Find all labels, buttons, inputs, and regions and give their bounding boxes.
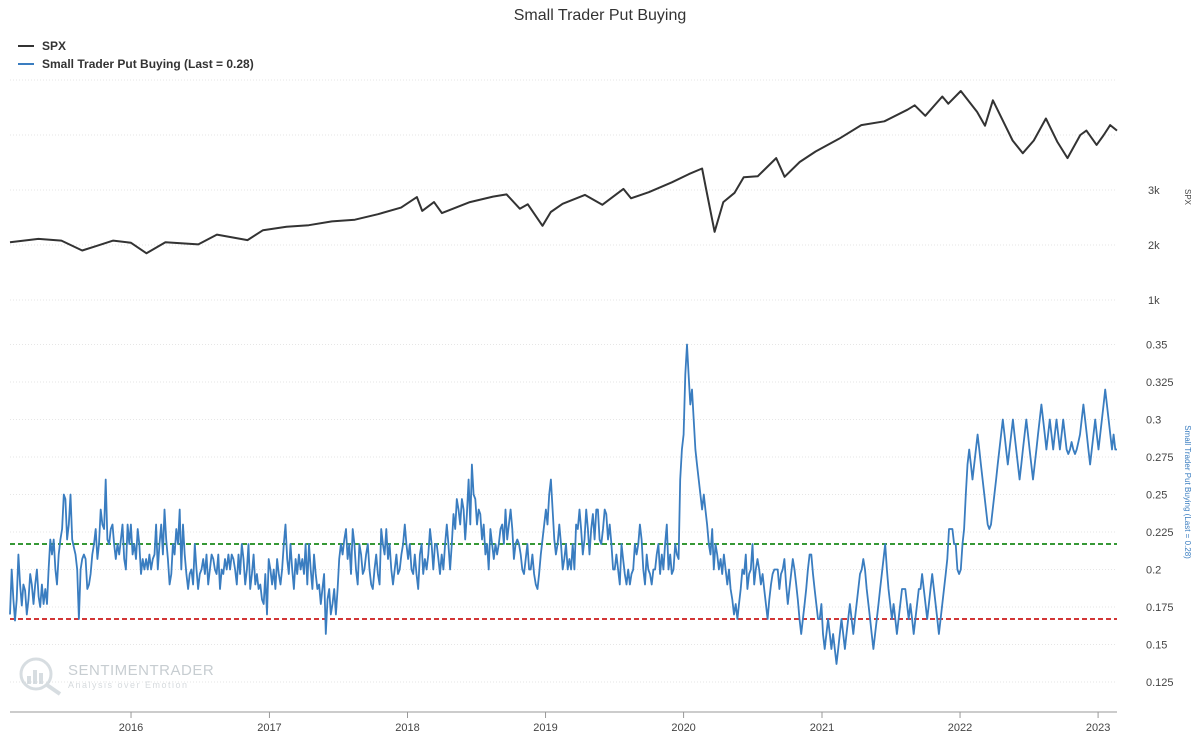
put-buying-series-line <box>9 343 1117 665</box>
put-axis-label: Small Trader Put Buying (Last = 0.28) <box>1183 425 1192 559</box>
legend-label-spx: SPX <box>42 39 67 53</box>
chart-title: Small Trader Put Buying <box>513 7 687 24</box>
put-tick-label: 0.325 <box>1146 377 1174 389</box>
put-tick-label: 0.125 <box>1146 677 1174 689</box>
sentimentrader-watermark: SENTIMENTRADER Analysis over Emotion <box>16 656 214 696</box>
x-tick-label: 2022 <box>948 722 972 734</box>
put-tick-label: 0.25 <box>1146 490 1167 502</box>
put-tick-label: 0.2 <box>1146 565 1161 577</box>
watermark-line1: SENTIMENTRADER <box>68 662 215 679</box>
x-tick-label: 2018 <box>395 722 419 734</box>
put-tick-label: 0.15 <box>1146 640 1167 652</box>
spx-axis-label: SPX <box>1183 189 1192 206</box>
put-tick-label: 0.275 <box>1146 452 1174 464</box>
legend-swatch-put-buying <box>18 63 34 65</box>
legend-swatch-spx <box>18 45 34 47</box>
x-tick-label: 2016 <box>119 722 143 734</box>
x-tick-label: 2023 <box>1086 722 1110 734</box>
spx-tick-label: 3k <box>1148 185 1160 197</box>
legend-item-put-buying[interactable]: Small Trader Put Buying (Last = 0.28) <box>18 56 254 72</box>
put-tick-label: 0.175 <box>1146 602 1174 614</box>
legend-label-put-buying: Small Trader Put Buying (Last = 0.28) <box>42 57 254 71</box>
legend-item-spx[interactable]: SPX <box>18 38 254 54</box>
spx-tick-label: 1k <box>1148 295 1160 307</box>
sentimentrader-logo-icon <box>19 657 62 696</box>
spx-tick-label: 2k <box>1148 240 1160 252</box>
put-tick-label: 0.3 <box>1146 415 1161 427</box>
chart-legend: SPX Small Trader Put Buying (Last = 0.28… <box>18 38 254 74</box>
x-tick-label: 2019 <box>533 722 557 734</box>
watermark-line2: Analysis over Emotion <box>68 680 189 690</box>
put-tick-label: 0.225 <box>1146 527 1174 539</box>
x-tick-label: 2021 <box>810 722 834 734</box>
x-tick-label: 2017 <box>257 722 281 734</box>
spx-series-line <box>9 90 1118 255</box>
put-tick-label: 0.35 <box>1146 340 1167 352</box>
x-tick-label: 2020 <box>671 722 695 734</box>
